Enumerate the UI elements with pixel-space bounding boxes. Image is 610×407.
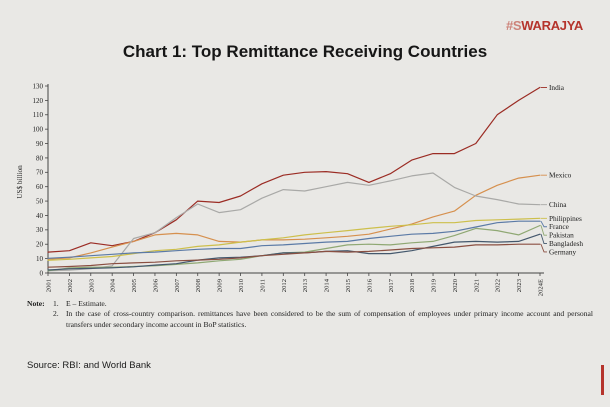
x-tick-label: 2020 — [452, 278, 459, 292]
series-label-france: France — [549, 222, 569, 231]
y-tick-label: 80 — [36, 154, 44, 162]
y-tick-label: 60 — [36, 183, 44, 191]
x-tick-label: 2012 — [281, 279, 288, 292]
x-tick-label: 2022 — [495, 279, 502, 292]
x-tick-label: 2009 — [217, 278, 224, 292]
source-text: Source: RBI: and World Bank — [27, 360, 151, 371]
x-tick-label: 2021 — [473, 279, 480, 292]
series-label-mexico: Mexico — [549, 171, 572, 180]
note-block: Note: 1. E – Estimate. 2. In the case of… — [27, 299, 593, 330]
series-line-pakistan — [47, 224, 541, 272]
x-tick-label: 2023 — [516, 278, 523, 292]
x-tick-label: 2002 — [67, 279, 74, 292]
y-axis-ticks: 0 10 20 30 40 50 60 70 80 90 100 110 120 130 — [33, 82, 48, 277]
series-line-germany — [47, 243, 541, 268]
y-tick-label: 30 — [36, 226, 44, 234]
label-leader-bangladesh — [540, 234, 547, 244]
x-tick-label: 2003 — [88, 278, 95, 292]
label-leader-pakistan — [540, 225, 547, 236]
chart-axes — [47, 84, 544, 274]
y-axis-label: US$ billion — [16, 165, 24, 199]
label-leader-germany — [540, 244, 547, 253]
series-line-mexico — [47, 174, 541, 260]
swarajya-logo: #SWARAJYA — [505, 18, 583, 33]
series-label-india: India — [549, 83, 565, 92]
y-tick-label: 10 — [36, 255, 44, 263]
series-line-bangladesh — [47, 233, 541, 271]
series-line-france — [47, 220, 541, 259]
y-tick-label: 90 — [36, 140, 44, 148]
chart-title: Chart 1: Top Remittance Receiving Countr… — [122, 42, 488, 61]
x-tick-label: 2015 — [345, 278, 352, 292]
series-label-pakistan: Pakistan — [549, 231, 574, 240]
y-tick-label: 120 — [33, 97, 44, 105]
x-tick-label: 2010 — [238, 278, 245, 292]
note-label: Note: — [27, 299, 45, 308]
x-axis-ticks: 2001 2002 2003 2004 2005 2006 2007 2008 2009 2010… — [46, 273, 545, 296]
y-tick-label: 70 — [36, 169, 44, 177]
series-line-philippines — [47, 217, 541, 261]
y-tick-label: 20 — [36, 241, 44, 249]
series-label-germany: Germany — [549, 247, 577, 256]
y-tick-label: 0 — [40, 269, 44, 277]
y-tick-label: 40 — [36, 212, 44, 220]
x-tick-label: 2007 — [174, 278, 181, 292]
y-tick-label: 130 — [33, 82, 44, 90]
x-tick-label: 2024E — [538, 279, 545, 296]
y-tick-label: 100 — [33, 126, 44, 134]
series-line-india — [47, 86, 541, 253]
series-end-labels: India Mexico China PhilippinesFrancePakista… — [540, 83, 583, 256]
label-leader-france — [540, 221, 547, 228]
x-tick-label: 2005 — [131, 278, 138, 292]
series-label-philippines: Philippines — [549, 214, 582, 223]
x-tick-label: 2001 — [46, 279, 53, 292]
x-tick-label: 2004 — [110, 278, 117, 292]
y-tick-label: 110 — [33, 111, 44, 119]
x-tick-label: 2006 — [152, 278, 159, 292]
series-label-bangladesh: Bangladesh — [549, 239, 583, 248]
x-tick-label: 2011 — [259, 279, 266, 292]
x-tick-label: 2017 — [388, 278, 395, 292]
x-tick-label: 2018 — [409, 278, 416, 292]
x-tick-label: 2008 — [195, 278, 202, 292]
decorative-red-bar — [601, 365, 604, 395]
x-tick-label: 2019 — [431, 278, 438, 292]
series-label-china: China — [549, 200, 567, 209]
x-tick-label: 2016 — [366, 278, 373, 292]
note-item-1: 1. E – Estimate. — [53, 299, 107, 308]
x-tick-label: 2013 — [302, 278, 309, 292]
x-tick-label: 2014 — [324, 278, 331, 292]
note-item-2: 2. In the case of cross-country comparis… — [53, 309, 593, 329]
series-line-china — [47, 172, 541, 272]
remittance-line-chart: US$ billion 0 10 20 30 40 50 60 70 80 90 100 110 120… — [16, 82, 583, 296]
chart-series-lines — [47, 86, 541, 272]
y-tick-label: 50 — [36, 197, 44, 205]
